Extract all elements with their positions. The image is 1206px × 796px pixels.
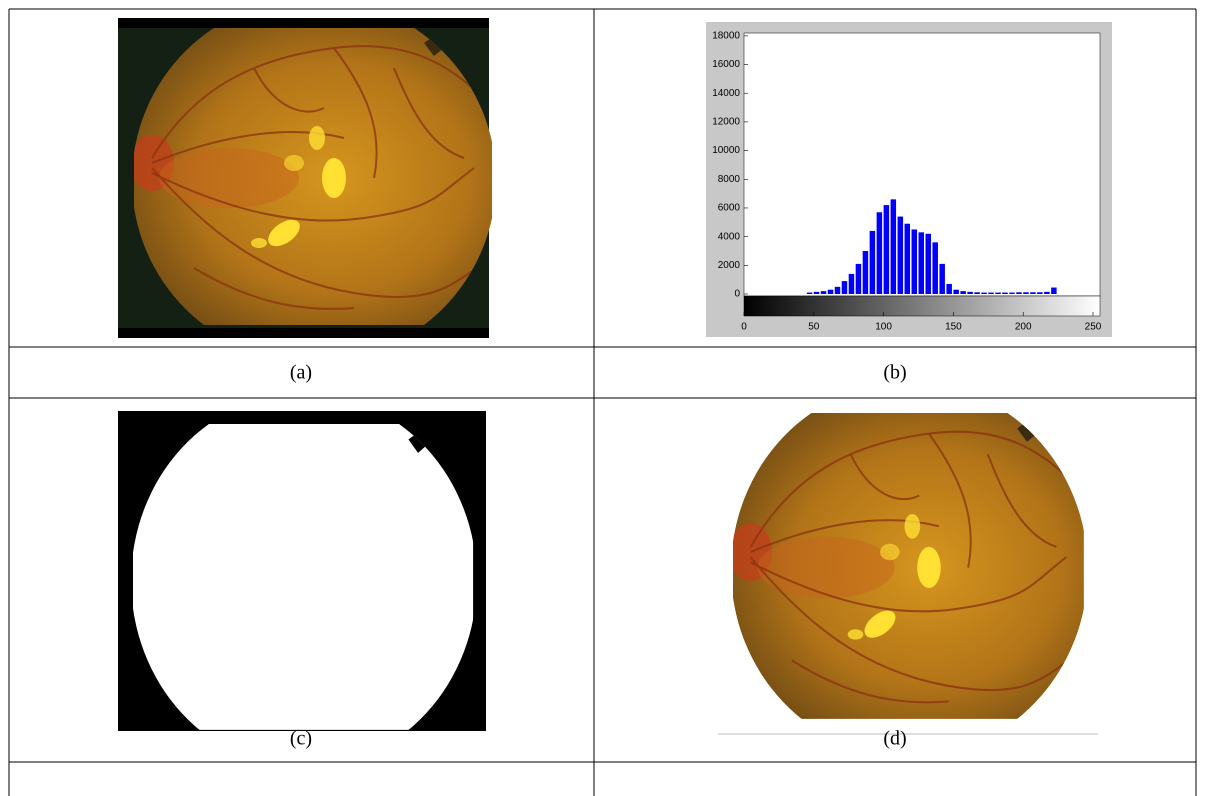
histogram-bar	[877, 212, 882, 294]
histogram-bar	[1002, 293, 1007, 294]
caption: (d)	[883, 728, 906, 750]
histogram-bar	[856, 264, 861, 294]
caption: (b)	[883, 362, 906, 384]
histogram-bar	[1023, 292, 1028, 294]
y-tick-label: 14000	[712, 88, 740, 99]
panel-a-image	[118, 18, 504, 338]
histogram-bar	[981, 293, 986, 294]
histogram-bar	[870, 231, 875, 294]
panel-b-image: 0200040006000800010000120001400016000180…	[706, 22, 1112, 337]
x-tick-label: 50	[808, 322, 820, 333]
histogram-bar	[946, 284, 951, 294]
y-tick-label: 16000	[712, 59, 740, 70]
histogram-bar	[891, 199, 896, 294]
x-tick-label: 0	[741, 322, 747, 333]
histogram-bar	[821, 291, 826, 294]
x-tick-label: 250	[1085, 322, 1102, 333]
histogram-bar	[905, 224, 910, 294]
y-tick-label: 18000	[712, 31, 740, 42]
histogram-bar	[814, 292, 819, 294]
figure: 0200040006000800010000120001400016000180…	[0, 0, 1206, 796]
histogram-bar	[807, 293, 812, 294]
histogram-bar	[953, 290, 958, 294]
histogram-bar	[835, 287, 840, 294]
histogram-bar	[884, 205, 889, 294]
histogram-bar	[863, 251, 868, 294]
histogram-bar	[842, 281, 847, 294]
histogram-bar	[898, 217, 903, 294]
y-tick-label: 12000	[712, 117, 740, 128]
y-tick-label: 4000	[718, 231, 741, 242]
histogram-bar	[1016, 292, 1021, 294]
caption: (a)	[290, 362, 312, 384]
panel-d-image	[718, 403, 1098, 734]
histogram-bar	[967, 292, 972, 294]
y-tick-label: 6000	[718, 203, 741, 214]
histogram-bar	[1044, 292, 1049, 294]
histogram-bar	[1037, 292, 1042, 294]
histogram-bar	[925, 234, 930, 294]
histogram-bar	[849, 274, 854, 294]
histogram-bar	[828, 290, 833, 294]
histogram-bar	[939, 264, 944, 294]
y-tick-label: 8000	[718, 174, 741, 185]
histogram-bar	[960, 291, 965, 294]
page: 0200040006000800010000120001400016000180…	[0, 0, 1206, 796]
y-tick-label: 2000	[718, 260, 741, 271]
histogram-bar	[1051, 288, 1056, 294]
histogram-bar	[1009, 293, 1014, 294]
y-tick-label: 10000	[712, 145, 740, 156]
histogram-bar	[974, 292, 979, 294]
histogram-bar	[995, 293, 1000, 294]
caption: (c)	[290, 728, 312, 750]
x-tick-label: 200	[1015, 322, 1032, 333]
panel-c-image	[118, 411, 486, 743]
histogram-bar	[919, 232, 924, 294]
y-tick-label: 0	[734, 289, 740, 300]
x-tick-label: 100	[875, 322, 892, 333]
histogram-bar	[912, 229, 917, 294]
histogram-bar	[988, 293, 993, 294]
histogram-bar	[1030, 292, 1035, 294]
histogram-bar	[932, 242, 937, 294]
x-tick-label: 150	[945, 322, 962, 333]
